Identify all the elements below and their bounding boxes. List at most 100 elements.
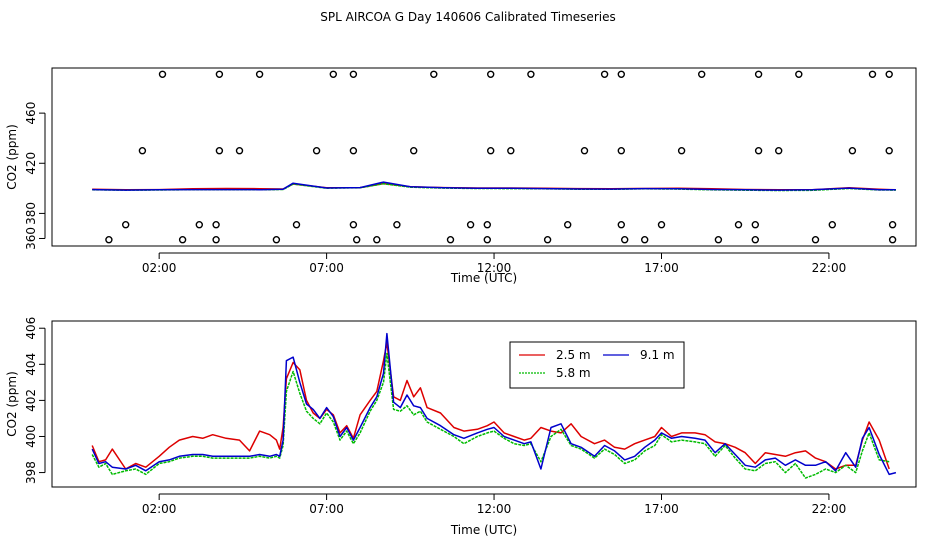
- top-x-axis-label: Time (UTC): [450, 271, 517, 285]
- scatter-point: [212, 235, 220, 244]
- bottom-y-tick-label: 398: [24, 461, 38, 484]
- scatter-point: [698, 70, 706, 79]
- scatter-point: [617, 146, 625, 155]
- bottom-series-line-blue: [91, 332, 897, 476]
- scatter-point: [138, 146, 147, 155]
- scatter-point: [466, 220, 475, 229]
- bottom-x-tick-label: 22:00: [812, 502, 847, 516]
- scatter-point: [353, 235, 361, 244]
- scatter-point: [215, 70, 224, 79]
- legend-label-2-5m: 2.5 m: [556, 348, 591, 362]
- top-x-tick-label: 17:00: [644, 261, 679, 275]
- scatter-point: [617, 70, 625, 79]
- scatter-point: [617, 220, 625, 229]
- top-x-tick-label: 22:00: [812, 261, 847, 275]
- scatter-point: [292, 220, 301, 229]
- scatter-point: [410, 146, 418, 155]
- top-x-tick-label: 12:00: [477, 261, 512, 275]
- scatter-point: [564, 220, 572, 229]
- scatter-point: [543, 235, 552, 244]
- figure-title: SPL AIRCOA G Day 140606 Calibrated Times…: [320, 10, 615, 24]
- scatter-point: [527, 70, 535, 79]
- scatter-point: [178, 235, 187, 244]
- scatter-point: [811, 235, 820, 244]
- scatter-point: [487, 70, 495, 79]
- scatter-point: [235, 146, 244, 155]
- bottom-plot-elements: 02:00 07:00 12:00 17:00 22:00 398 400 402 404 406: [24, 317, 897, 516]
- scatter-point: [868, 70, 877, 79]
- scatter-point: [885, 146, 893, 155]
- scatter-point: [195, 220, 204, 229]
- scatter-point: [430, 70, 438, 79]
- bottom-plot-frame: [51, 320, 917, 488]
- bottom-x-tick-label: 17:00: [644, 502, 679, 516]
- scatter-point: [888, 220, 897, 229]
- scatter-point: [212, 220, 220, 229]
- legend-label-9-1m: 9.1 m: [640, 348, 675, 362]
- top-y-tick-label: 360: [24, 227, 38, 250]
- legend-label-5-8m: 5.8 m: [556, 366, 591, 380]
- scatter-point: [349, 70, 358, 79]
- scatter-point: [312, 146, 321, 155]
- scatter-point: [329, 70, 337, 79]
- scatter-point: [828, 220, 836, 229]
- scatter-point: [272, 235, 281, 244]
- bottom-x-axis-label: Time (UTC): [450, 523, 517, 537]
- scatter-point: [373, 235, 381, 244]
- top-y-axis-label: CO2 (ppm): [5, 124, 19, 190]
- scatter-point: [158, 70, 167, 79]
- top-y-tick-label: 420: [24, 152, 38, 175]
- scatter-point: [600, 70, 609, 79]
- scatter-point: [888, 235, 897, 244]
- scatter-point: [507, 146, 515, 155]
- scatter-point: [657, 220, 666, 229]
- bottom-series-line-red: [91, 341, 890, 470]
- scatter-point: [677, 146, 686, 155]
- scatter-point: [349, 146, 358, 155]
- top-y-tick-label: 460: [24, 102, 38, 125]
- bottom-y-tick-label: 400: [24, 425, 38, 448]
- scatter-point: [621, 235, 629, 244]
- scatter-point: [751, 235, 759, 244]
- scatter-point: [885, 70, 893, 79]
- scatter-point: [641, 235, 649, 244]
- scatter-point: [487, 146, 495, 155]
- bottom-y-tick-label: 406: [24, 317, 38, 340]
- scatter-point: [751, 220, 759, 229]
- top-panel: 02:00 07:00 12:00 17:00 22:00 360 380 420 460 Ti…: [5, 67, 917, 285]
- scatter-point: [775, 146, 783, 155]
- scatter-point: [121, 220, 130, 229]
- scatter-point: [714, 235, 723, 244]
- scatter-point: [105, 235, 113, 244]
- bottom-x-tick-label: 02:00: [142, 502, 177, 516]
- scatter-point: [349, 220, 358, 229]
- scatter-point: [446, 235, 455, 244]
- top-y-tick-label: 380: [24, 202, 38, 225]
- top-plot-elements: 02:00 07:00 12:00 17:00 22:00 360 380 420 460: [24, 70, 897, 275]
- legend-box: [509, 341, 685, 389]
- scatter-point: [255, 70, 264, 79]
- scatter-point: [215, 146, 224, 155]
- top-series-line-blue: [92, 181, 896, 191]
- bottom-x-tick-label: 12:00: [477, 502, 512, 516]
- bottom-y-axis-label: CO2 (ppm): [5, 371, 19, 437]
- scatter-point: [795, 70, 803, 79]
- scatter-point: [848, 146, 857, 155]
- bottom-panel: 02:00 07:00 12:00 17:00 22:00 398 400 402 404 406…: [5, 317, 917, 537]
- legend: 2.5 m 5.8 m 9.1 m: [509, 341, 685, 389]
- bottom-x-tick-label: 07:00: [309, 502, 344, 516]
- top-x-tick-label: 07:00: [309, 261, 344, 275]
- bottom-y-tick-label: 402: [24, 389, 38, 412]
- scatter-point: [754, 146, 763, 155]
- bottom-y-tick-label: 404: [24, 353, 38, 376]
- scatter-point: [734, 220, 743, 229]
- top-x-tick-label: 02:00: [142, 261, 177, 275]
- scatter-point: [393, 220, 401, 229]
- bottom-series-line-green: [91, 352, 890, 479]
- scatter-point: [483, 235, 491, 244]
- top-plot-frame: [51, 67, 917, 247]
- scatter-point: [483, 220, 491, 229]
- scatter-point: [754, 70, 763, 79]
